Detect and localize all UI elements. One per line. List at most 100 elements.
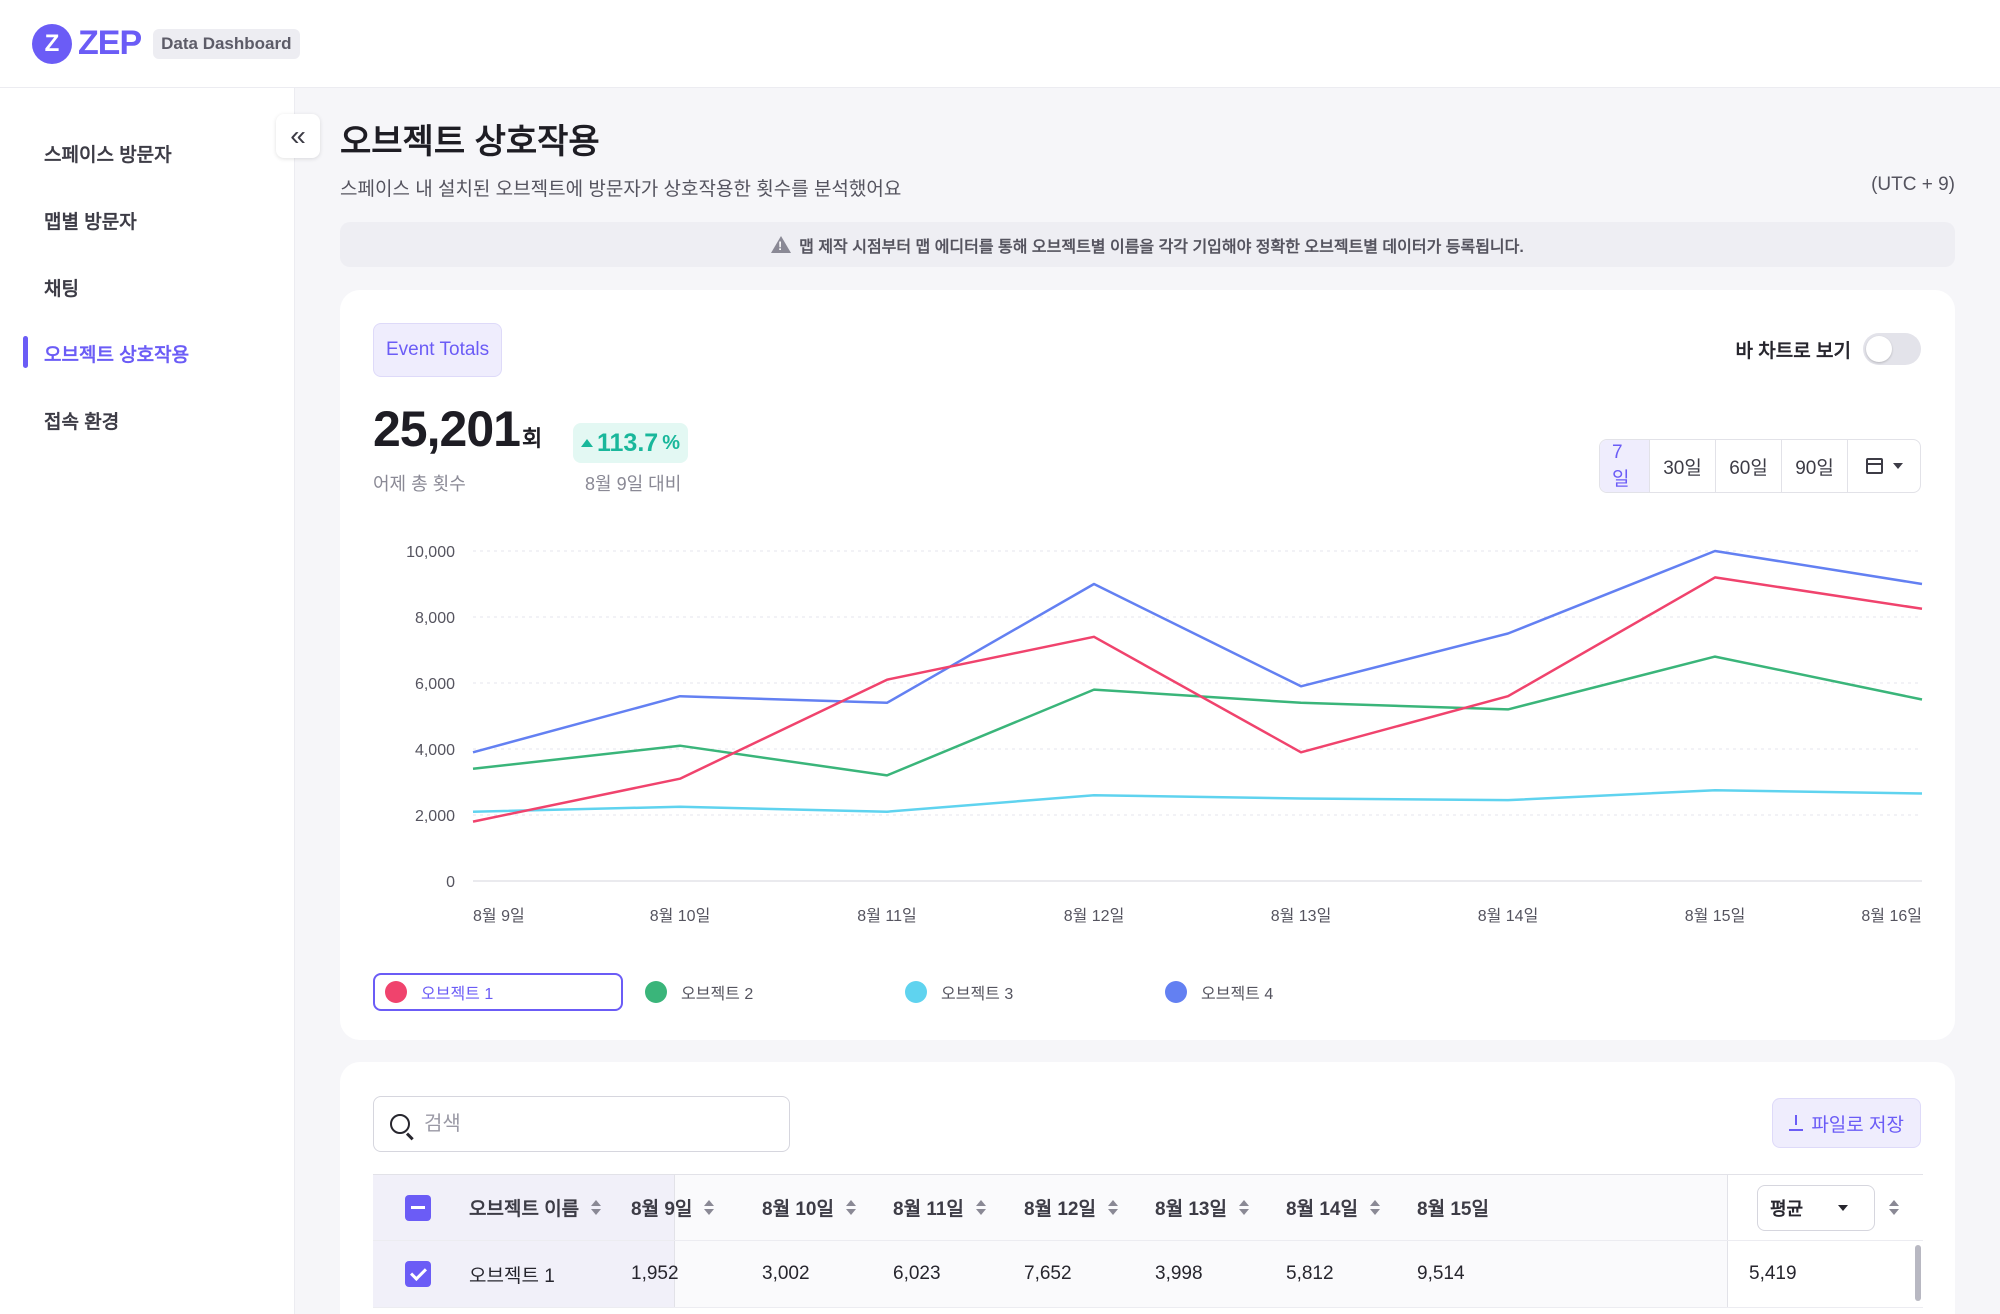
sort-icon xyxy=(1238,1200,1249,1215)
x-tick-label: 8월 14일 xyxy=(1478,907,1539,925)
chevron-down-icon xyxy=(1838,1205,1848,1211)
legend-label: 오브젝트 2 xyxy=(681,986,754,1003)
series-line[interactable] xyxy=(472,655,1923,777)
y-tick-label: 8,000 xyxy=(415,610,455,627)
timezone-label: (UTC + 9) xyxy=(1871,174,1955,195)
sidebar: 스페이스 방문자 맵별 방문자 채팅 오브젝트 상호작용 접속 환경 xyxy=(0,88,295,1314)
average-column-background xyxy=(1727,1241,1923,1307)
legend-item[interactable]: 오브젝트 4 xyxy=(1153,973,1403,1011)
column-header-date[interactable]: 8월 11일 xyxy=(893,1175,986,1240)
average-sort-cell[interactable] xyxy=(1889,1175,1899,1240)
table-cell: 9,514 xyxy=(1417,1263,1465,1284)
double-chevron-left-icon: « xyxy=(290,120,306,151)
save-to-file-button[interactable]: 파일로 저장 xyxy=(1772,1098,1921,1148)
sidebar-item-object-interaction[interactable]: 오브젝트 상호작용 xyxy=(44,345,190,366)
table-cell: 1,952 xyxy=(631,1263,679,1284)
object-name-cell: 오브젝트 1 xyxy=(469,1265,555,1287)
y-tick-label: 6,000 xyxy=(415,676,455,693)
aggregate-select[interactable]: 평균 xyxy=(1757,1185,1875,1231)
table-cell: 5,812 xyxy=(1286,1263,1334,1284)
data-table: 오브젝트 이름 8월 9일 8월 10일 8월 11일 8월 12일 8월 13일 8월 … xyxy=(373,1174,1923,1308)
date-picker-button[interactable] xyxy=(1848,440,1920,492)
range-30-days-button[interactable]: 30일 xyxy=(1650,440,1716,492)
bar-chart-toggle[interactable] xyxy=(1863,333,1921,365)
range-90-days-button[interactable]: 90일 xyxy=(1782,440,1848,492)
logo-text[interactable]: ZEP xyxy=(78,24,142,62)
legend-label: 오브젝트 3 xyxy=(941,986,1014,1003)
table-row[interactable]: 오브젝트 1 1,952 3,002 6,023 7,652 3,998 5,812 9,5… xyxy=(373,1241,1923,1308)
line-chart: 10,000 8,000 6,000 4,000 2,000 0 8월 9일 8월 10일 8월… xyxy=(406,544,1923,925)
range-7-days-button[interactable]: 7일 xyxy=(1600,440,1650,492)
series-line[interactable] xyxy=(472,789,1923,813)
notice-banner: 맵 제작 시점부터 맵 에디터를 통해 오브젝트별 이름을 각각 기입해야 정확… xyxy=(340,222,1955,267)
y-tick-label: 0 xyxy=(446,874,455,891)
notice-text: 맵 제작 시점부터 맵 에디터를 통해 오브젝트별 이름을 각각 기입해야 정확… xyxy=(799,238,1524,256)
delta-caption: 8월 9일 대비 xyxy=(585,474,682,494)
delta-value: 113.7 xyxy=(597,428,659,457)
legend-item[interactable]: 오브젝트 2 xyxy=(633,973,883,1011)
total-unit: 회 xyxy=(521,426,542,451)
sidebar-item-space-visitors[interactable]: 스페이스 방문자 xyxy=(44,145,172,166)
search-box[interactable] xyxy=(373,1096,790,1152)
column-header-label: 8월 12일 xyxy=(1024,1199,1096,1220)
calendar-icon xyxy=(1865,458,1883,474)
save-to-file-label: 파일로 저장 xyxy=(1811,1114,1904,1136)
column-header-date[interactable]: 8월 9일 xyxy=(631,1175,715,1240)
x-tick-label: 8월 9일 xyxy=(473,907,525,925)
delta-badge: 113.7% xyxy=(573,423,688,463)
column-header-date[interactable]: 8월 13일 xyxy=(1155,1175,1249,1240)
event-totals-tag: Event Totals xyxy=(373,323,503,377)
select-all-checkbox[interactable] xyxy=(405,1194,431,1221)
legend-item[interactable]: 오브젝트 3 xyxy=(893,973,1143,1011)
column-header-label: 8월 11일 xyxy=(893,1199,964,1220)
column-header-date[interactable]: 8월 15일 xyxy=(1417,1175,1727,1240)
legend-dot xyxy=(385,981,407,1003)
total-count: 25,201회 xyxy=(373,400,542,458)
total-value: 25,201 xyxy=(373,401,521,457)
column-header-label: 8월 10일 xyxy=(762,1199,834,1220)
legend-dot xyxy=(1165,981,1187,1003)
sort-icon xyxy=(1889,1200,1899,1215)
column-header-object-name[interactable]: 오브젝트 이름 xyxy=(469,1175,602,1240)
collapse-sidebar-button[interactable]: « xyxy=(276,114,320,158)
warning-icon xyxy=(771,236,792,253)
legend-label: 오브젝트 4 xyxy=(1201,986,1274,1003)
sort-icon xyxy=(845,1200,856,1215)
sort-icon xyxy=(1107,1200,1118,1215)
table-header-row: 오브젝트 이름 8월 9일 8월 10일 8월 11일 8월 12일 8월 13일 8월 … xyxy=(373,1174,1923,1241)
chart-legend: 오브젝트 1 오브젝트 2 오브젝트 3 오브젝트 4 xyxy=(373,973,1413,1011)
sort-icon xyxy=(591,1200,602,1215)
x-tick-label: 8월 16일 xyxy=(1861,907,1922,925)
range-60-days-button[interactable]: 60일 xyxy=(1716,440,1782,492)
x-tick-label: 8월 15일 xyxy=(1685,907,1746,925)
legend-dot xyxy=(645,981,667,1003)
column-header-date[interactable]: 8월 14일 xyxy=(1286,1175,1380,1240)
series-line[interactable] xyxy=(472,576,1923,823)
row-checkbox[interactable] xyxy=(405,1261,431,1287)
sort-icon xyxy=(1369,1200,1380,1215)
x-tick-label: 8월 12일 xyxy=(1064,907,1125,925)
legend-dot xyxy=(905,981,927,1003)
column-header-date[interactable]: 8월 12일 xyxy=(1024,1175,1118,1240)
chevron-down-icon xyxy=(1892,463,1903,469)
zep-logo-icon[interactable]: Z xyxy=(32,23,72,64)
table-cell: 3,998 xyxy=(1155,1263,1203,1284)
y-tick-label: 10,000 xyxy=(406,544,455,561)
sidebar-item-chat[interactable]: 채팅 xyxy=(44,279,79,300)
horizontal-scrollbar[interactable] xyxy=(1915,1245,1921,1301)
page-description: 스페이스 내 설치된 오브젝트에 방문자가 상호작용한 횟수를 분석했어요 xyxy=(340,179,902,200)
sidebar-item-map-visitors[interactable]: 맵별 방문자 xyxy=(44,212,137,233)
legend-label: 오브젝트 1 xyxy=(421,986,494,1003)
total-caption: 어제 총 횟수 xyxy=(373,474,466,494)
select-all-cell xyxy=(405,1175,431,1240)
active-nav-indicator xyxy=(23,336,28,368)
arrow-up-icon xyxy=(581,439,593,447)
column-header-date[interactable]: 8월 10일 xyxy=(762,1175,856,1240)
sidebar-item-access-environment[interactable]: 접속 환경 xyxy=(44,412,120,433)
legend-item[interactable]: 오브젝트 1 xyxy=(373,973,623,1011)
sort-icon xyxy=(975,1200,986,1215)
sort-icon xyxy=(704,1200,715,1215)
series-line[interactable] xyxy=(472,549,1923,754)
search-input[interactable] xyxy=(424,1112,764,1136)
download-icon xyxy=(1789,1115,1804,1131)
